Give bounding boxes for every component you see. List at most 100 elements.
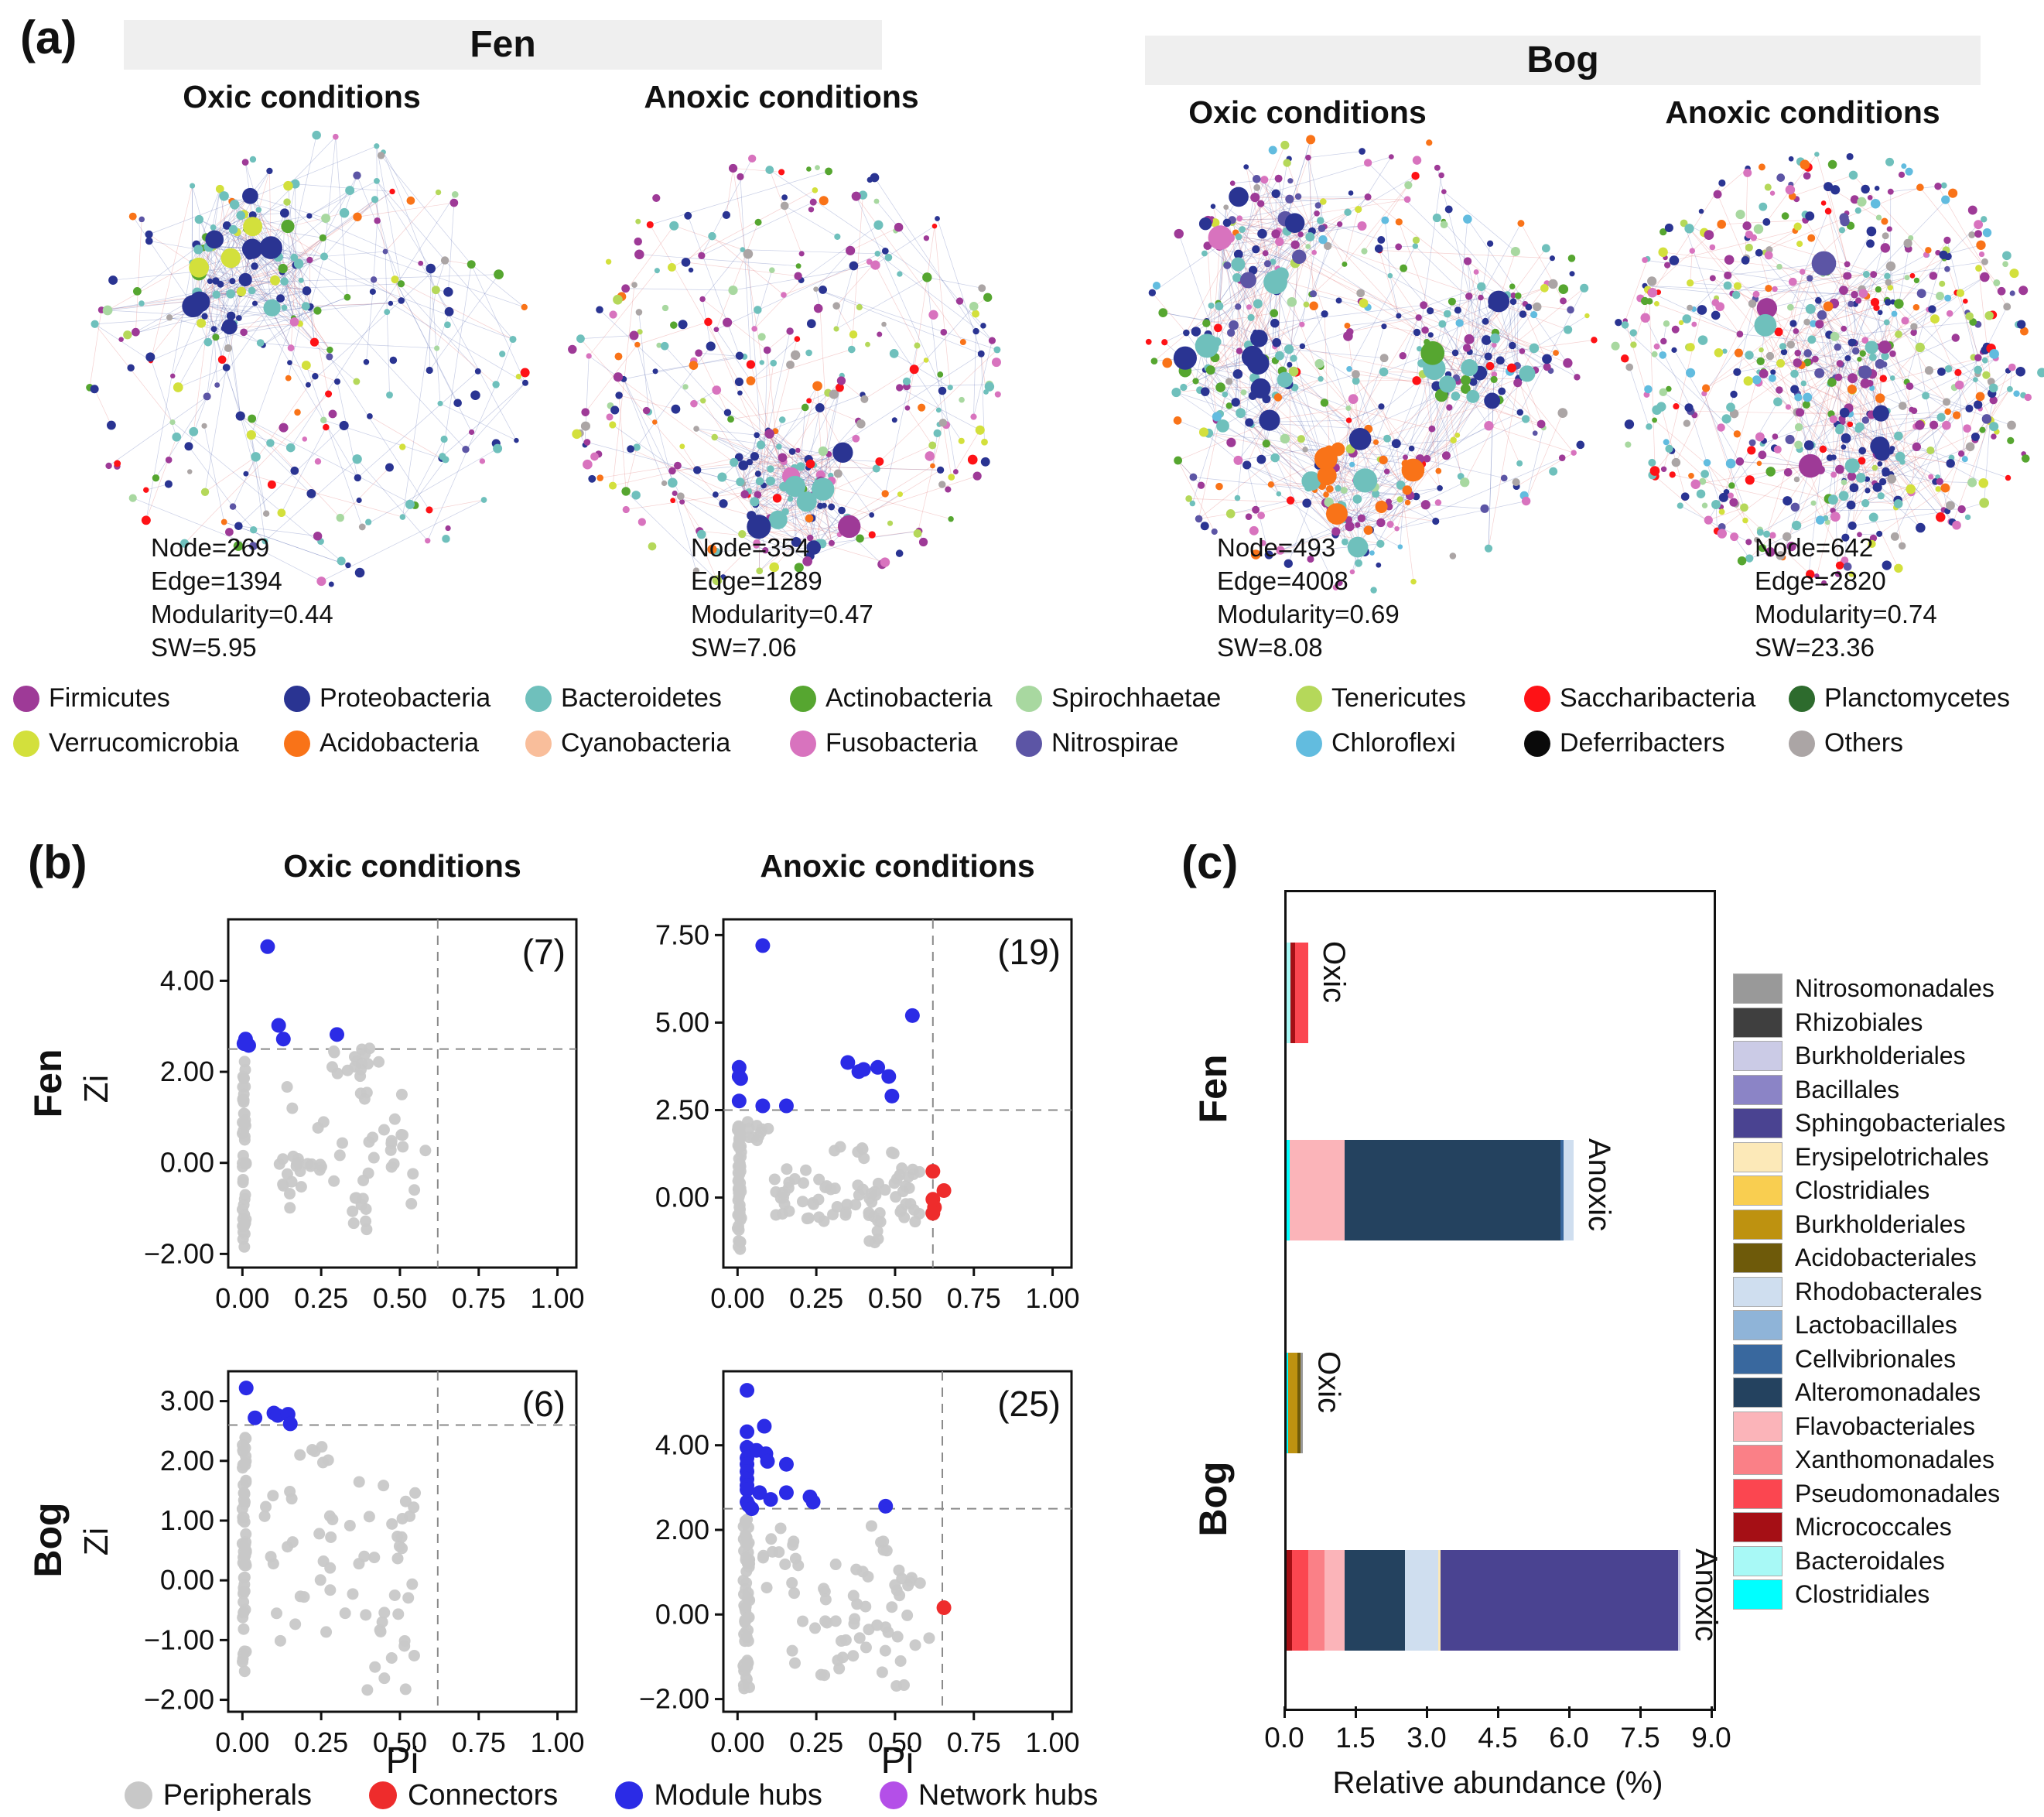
network-fen-oxic: [86, 130, 530, 587]
svg-text:−2.00: −2.00: [144, 1237, 214, 1269]
hub-legend-item: Module hubs: [615, 1779, 822, 1812]
orders-legend-item: Clostridiales: [1733, 1579, 1929, 1610]
bar-segment-xanthomonadales: [1307, 1550, 1325, 1651]
svg-text:1.00: 1.00: [531, 1726, 585, 1758]
phyla-legend-item: Cyanobacteria: [525, 728, 730, 758]
orders-legend-item: Micrococcales: [1733, 1512, 1952, 1542]
network-stat-line: Node=493: [1217, 533, 1336, 562]
orders-legend-item: Burkholderiales: [1733, 1041, 1966, 1071]
svg-text:2.00: 2.00: [655, 1514, 709, 1545]
order-label: Clostridiales: [1795, 1176, 1930, 1204]
order-label: Lactobacillales: [1795, 1311, 1957, 1339]
svg-text:−1.00: −1.00: [144, 1624, 214, 1655]
phylum-color-dot: [1789, 730, 1815, 757]
orders-legend-item: Burkholderiales: [1733, 1209, 1966, 1240]
phylum-color-dot: [1016, 730, 1042, 757]
hub-count-label: (25): [997, 1384, 1061, 1424]
bar-segment-pseudomonadales: [1295, 943, 1309, 1043]
svg-text:0.25: 0.25: [789, 1282, 843, 1314]
svg-text:0.00: 0.00: [655, 1598, 709, 1630]
svg-text:0.75: 0.75: [947, 1282, 1001, 1314]
phyla-legend-item: Verrucomicrobia: [13, 728, 239, 758]
svg-text:0.75: 0.75: [947, 1726, 1001, 1758]
x-axis-tick: [1568, 1706, 1571, 1718]
fen-anoxic-title: Anoxic conditions: [644, 79, 919, 115]
order-label: Rhizobiales: [1795, 1008, 1923, 1036]
network-stat-line: Modularity=0.74: [1755, 600, 1937, 628]
svg-text:0.25: 0.25: [294, 1726, 348, 1758]
order-color-swatch: [1733, 1209, 1783, 1240]
phylum-color-dot: [1524, 685, 1550, 712]
order-color-swatch: [1733, 1579, 1783, 1610]
pi-axis-label-left: Pi: [385, 1740, 419, 1781]
orders-legend-item: Nitrosomonadales: [1733, 974, 1994, 1004]
phylum-label: Nitrospirae: [1051, 728, 1179, 758]
orders-legend-item: Alteromonadales: [1733, 1377, 1981, 1408]
phylum-label: Planctomycetes: [1824, 683, 2010, 713]
phylum-label: Cyanobacteria: [561, 728, 731, 758]
svg-text:0.50: 0.50: [868, 1726, 922, 1758]
x-axis-tick: [1426, 1706, 1428, 1718]
scatter-fen-oxic: 4.002.000.00−2.000.00 0.25 0.50 0.75 1.00(7): [144, 918, 585, 1314]
bar-condition-label: Anoxic: [1582, 1138, 1617, 1232]
orders-legend-item: Bacteroidales: [1733, 1545, 1945, 1576]
phylum-label: Fusobacteria: [825, 728, 978, 758]
bar-condition-label: Anoxic: [1689, 1548, 1724, 1642]
svg-text:0.00: 0.00: [215, 1282, 269, 1314]
stacked-bar-fen-anoxic: [1287, 1140, 1574, 1240]
stacked-bar-fen-oxic: [1287, 943, 1309, 1043]
network-fen-anoxic: [568, 154, 1001, 586]
peripheral-points: [236, 1432, 422, 1696]
order-label: Bacillales: [1795, 1075, 1900, 1104]
network-stat-line: Edge=2820: [1755, 566, 1886, 595]
scatter-col-title-anoxic: Anoxic conditions: [760, 848, 1035, 884]
order-color-swatch: [1733, 1411, 1783, 1442]
x-axis-tick: [1283, 1706, 1286, 1718]
network-stat-line: Edge=1394: [151, 566, 282, 595]
svg-text:7.50: 7.50: [655, 919, 709, 950]
svg-text:3.00: 3.00: [160, 1385, 214, 1417]
svg-text:0.00: 0.00: [160, 1147, 214, 1179]
svg-text:0.00: 0.00: [710, 1726, 764, 1758]
network-stat-line: SW=5.95: [151, 633, 257, 662]
bog-oxic-title: Oxic conditions: [1188, 94, 1427, 130]
order-color-swatch: [1733, 1074, 1783, 1105]
bar-segment-alteromonadales: [1344, 1550, 1406, 1651]
bog-header: Bog: [1145, 36, 1981, 85]
order-color-swatch: [1733, 974, 1783, 1004]
row-label-fen: Fen: [26, 1049, 70, 1118]
stacked-bar-bog-anoxic: [1287, 1550, 1680, 1651]
phylum-label: Saccharibacteria: [1560, 683, 1756, 713]
phyla-legend-item: Tenericutes: [1296, 683, 1466, 713]
phylum-label: Chloroflexi: [1331, 728, 1456, 758]
phylum-label: Actinobacteria: [825, 683, 993, 713]
phylum-label: Acidobacteria: [320, 728, 480, 758]
order-color-swatch: [1733, 1445, 1783, 1475]
svg-text:0.75: 0.75: [452, 1282, 506, 1314]
peripheral-points: [731, 1116, 937, 1255]
order-label: Bacteroidales: [1795, 1546, 1945, 1575]
network-stat-line: SW=7.06: [691, 633, 797, 662]
orders-legend-item: Erysipelotrichales: [1733, 1141, 1989, 1172]
bar-segment-bacteroidales: [1287, 943, 1290, 1043]
x-axis-tick-label: 9.0: [1691, 1722, 1731, 1754]
network-stats-fen-oxic: Node=269 Edge=1394 Modularity=0.44 SW=5.95: [151, 531, 333, 664]
bar-row-label-bog: Bog: [1191, 1461, 1235, 1537]
bar-segment-acidobacteriales: [1297, 1353, 1301, 1453]
phylum-label: Bacteroidetes: [561, 683, 722, 713]
network-stats-bog-anoxic: Node=642 Edge=2820 Modularity=0.74 SW=23.36: [1755, 531, 1937, 664]
peripheral-points: [737, 1513, 935, 1695]
pi-axis-label-right: Pi: [880, 1740, 914, 1781]
bar-segment-alteromonadales: [1344, 1140, 1560, 1240]
phylum-label: Tenericutes: [1331, 683, 1466, 713]
hub-count-label: (19): [997, 932, 1061, 972]
x-axis-tick: [1355, 1706, 1357, 1718]
order-color-swatch: [1733, 1512, 1783, 1542]
svg-text:1.00: 1.00: [531, 1282, 585, 1314]
phylum-color-dot: [1296, 730, 1322, 757]
order-label: Pseudomonadales: [1795, 1479, 2001, 1507]
hub-label: Peripherals: [162, 1778, 312, 1812]
svg-text:2.00: 2.00: [160, 1056, 214, 1087]
order-color-swatch: [1733, 1377, 1783, 1408]
